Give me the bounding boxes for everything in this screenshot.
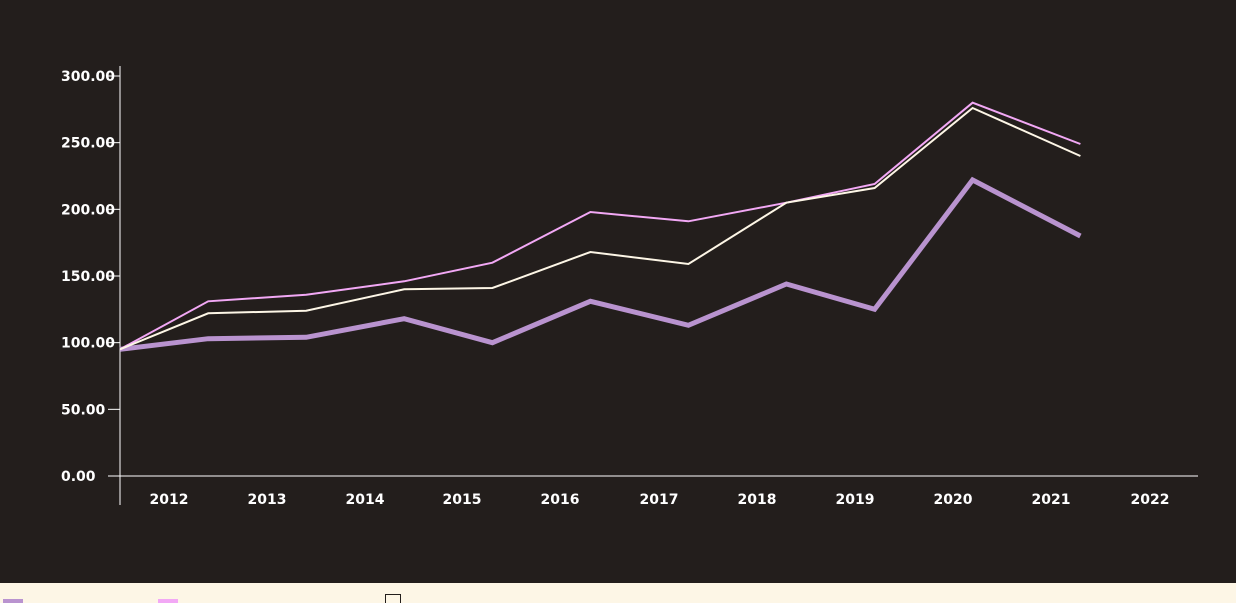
x-tick-label: 2014	[346, 492, 385, 508]
legend-swatch-series-3	[385, 594, 401, 603]
x-tick-label: 2022	[1131, 492, 1170, 508]
series-line-2	[119, 101, 1081, 351]
legend	[0, 583, 1236, 603]
x-tick-label: 2016	[541, 492, 580, 508]
x-tick-label: 2020	[934, 492, 973, 508]
y-tick-label: 200.00	[61, 202, 115, 218]
x-axis: 2012 2013 2014 2015 2016 2017 2018 2019 2020 2021…	[120, 475, 1198, 508]
x-tick-label: 2019	[836, 492, 875, 508]
y-tick-label: 50.00	[61, 402, 106, 418]
y-tick-label: 300.00	[61, 69, 115, 85]
x-tick-label: 2018	[738, 492, 777, 508]
x-tick-label: 2013	[248, 492, 287, 508]
x-tick-label: 2017	[640, 492, 679, 508]
legend-swatch-series-1	[3, 599, 23, 603]
chart-area: 0.00 50.00 100.00 150.00 200.00 250.00 300.00 …	[61, 66, 1198, 508]
legend-swatch-series-2	[158, 599, 178, 603]
series-line-1	[119, 176, 1082, 352]
series-line-3	[119, 106, 1081, 351]
y-tick-label: 150.00	[61, 269, 115, 285]
y-axis: 0.00 50.00 100.00 150.00 200.00 250.00 300.00	[61, 66, 121, 505]
line-chart: 0.0050.00100.00150.00200.00250.00300.00 …	[61, 66, 1198, 508]
y-tick-label: 0.00	[61, 469, 96, 485]
x-tick-label: 2021	[1032, 492, 1071, 508]
series-layer	[119, 101, 1082, 352]
x-tick-label: 2012	[150, 492, 189, 508]
y-tick-label: 250.00	[61, 136, 115, 152]
y-tick-label: 100.00	[61, 336, 115, 352]
x-tick-label: 2015	[443, 492, 482, 508]
